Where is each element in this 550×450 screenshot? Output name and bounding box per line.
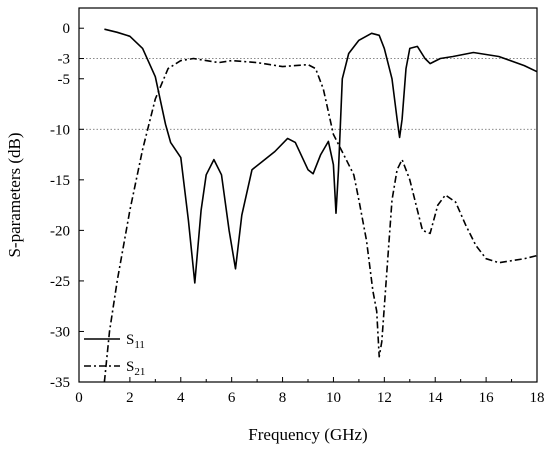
- x-tick-label: 6: [228, 390, 236, 406]
- x-tick-label: 14: [428, 390, 444, 406]
- x-tick-label: 2: [126, 390, 134, 406]
- x-tick-label: 8: [279, 390, 287, 406]
- y-axis-ticks: 0 -3 -5 -10 -15 -20 -25 -30 -35: [50, 21, 84, 391]
- reference-lines: [79, 58, 537, 130]
- y-tick-label: -25: [50, 274, 70, 290]
- y-tick-label: -10: [50, 122, 70, 138]
- y-tick-label: -35: [50, 375, 70, 391]
- legend-label-0: S11: [126, 332, 145, 351]
- legend-label-1: S21: [126, 359, 145, 378]
- legend-label-subscript: 21: [134, 366, 145, 378]
- y-tick-label: 0: [63, 21, 71, 37]
- y-axis-title: S-parameters (dB): [5, 132, 24, 257]
- x-tick-label: 10: [326, 390, 341, 406]
- series-s11-line: [104, 28, 538, 284]
- legend-label-main: S: [126, 359, 134, 375]
- y-tick-label: -3: [58, 52, 71, 68]
- x-tick-label: 18: [530, 390, 545, 406]
- x-tick-label: 12: [377, 390, 392, 406]
- y-tick-label: -15: [50, 173, 70, 189]
- x-tick-label: 4: [177, 390, 185, 406]
- y-tick-label: -5: [58, 72, 71, 88]
- series-layer: [103, 28, 538, 383]
- y-tick-label: -20: [50, 223, 70, 239]
- plot-frame: [78, 7, 538, 383]
- legend-label-subscript: 11: [134, 339, 145, 351]
- x-tick-label: 16: [479, 390, 495, 406]
- y-tick-label: -30: [50, 324, 70, 340]
- x-axis-ticks: 0 2 4 6 8 10 12 14 16 18: [75, 377, 545, 406]
- x-axis-title: Frequency (GHz): [248, 425, 367, 444]
- x-tick-label: 0: [75, 390, 83, 406]
- legend-label-main: S: [126, 332, 134, 348]
- series-s21-line: [103, 57, 538, 383]
